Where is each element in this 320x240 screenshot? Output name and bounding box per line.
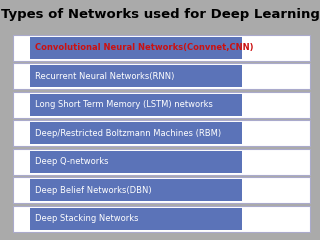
FancyBboxPatch shape (30, 94, 242, 116)
Text: Types of Networks used for Deep Learning: Types of Networks used for Deep Learning (1, 8, 319, 21)
Text: Deep Q-networks: Deep Q-networks (35, 157, 109, 166)
FancyBboxPatch shape (13, 92, 310, 118)
Text: Deep Stacking Networks: Deep Stacking Networks (35, 214, 139, 223)
FancyBboxPatch shape (30, 37, 242, 59)
FancyBboxPatch shape (13, 149, 310, 175)
Text: Recurrent Neural Networks(RNN): Recurrent Neural Networks(RNN) (35, 72, 175, 81)
FancyBboxPatch shape (13, 205, 310, 232)
FancyBboxPatch shape (13, 35, 310, 61)
FancyBboxPatch shape (30, 151, 242, 173)
FancyBboxPatch shape (30, 122, 242, 144)
FancyBboxPatch shape (30, 208, 242, 229)
FancyBboxPatch shape (30, 65, 242, 87)
FancyBboxPatch shape (30, 179, 242, 201)
Text: Deep/Restricted Boltzmann Machines (RBM): Deep/Restricted Boltzmann Machines (RBM) (35, 129, 221, 138)
Text: Deep Belief Networks(DBN): Deep Belief Networks(DBN) (35, 186, 152, 195)
FancyBboxPatch shape (13, 177, 310, 203)
Text: Long Short Term Memory (LSTM) networks: Long Short Term Memory (LSTM) networks (35, 100, 213, 109)
FancyBboxPatch shape (13, 120, 310, 146)
FancyBboxPatch shape (13, 63, 310, 89)
Text: Convolutional Neural Networks(Convnet,CNN): Convolutional Neural Networks(Convnet,CN… (35, 43, 254, 52)
